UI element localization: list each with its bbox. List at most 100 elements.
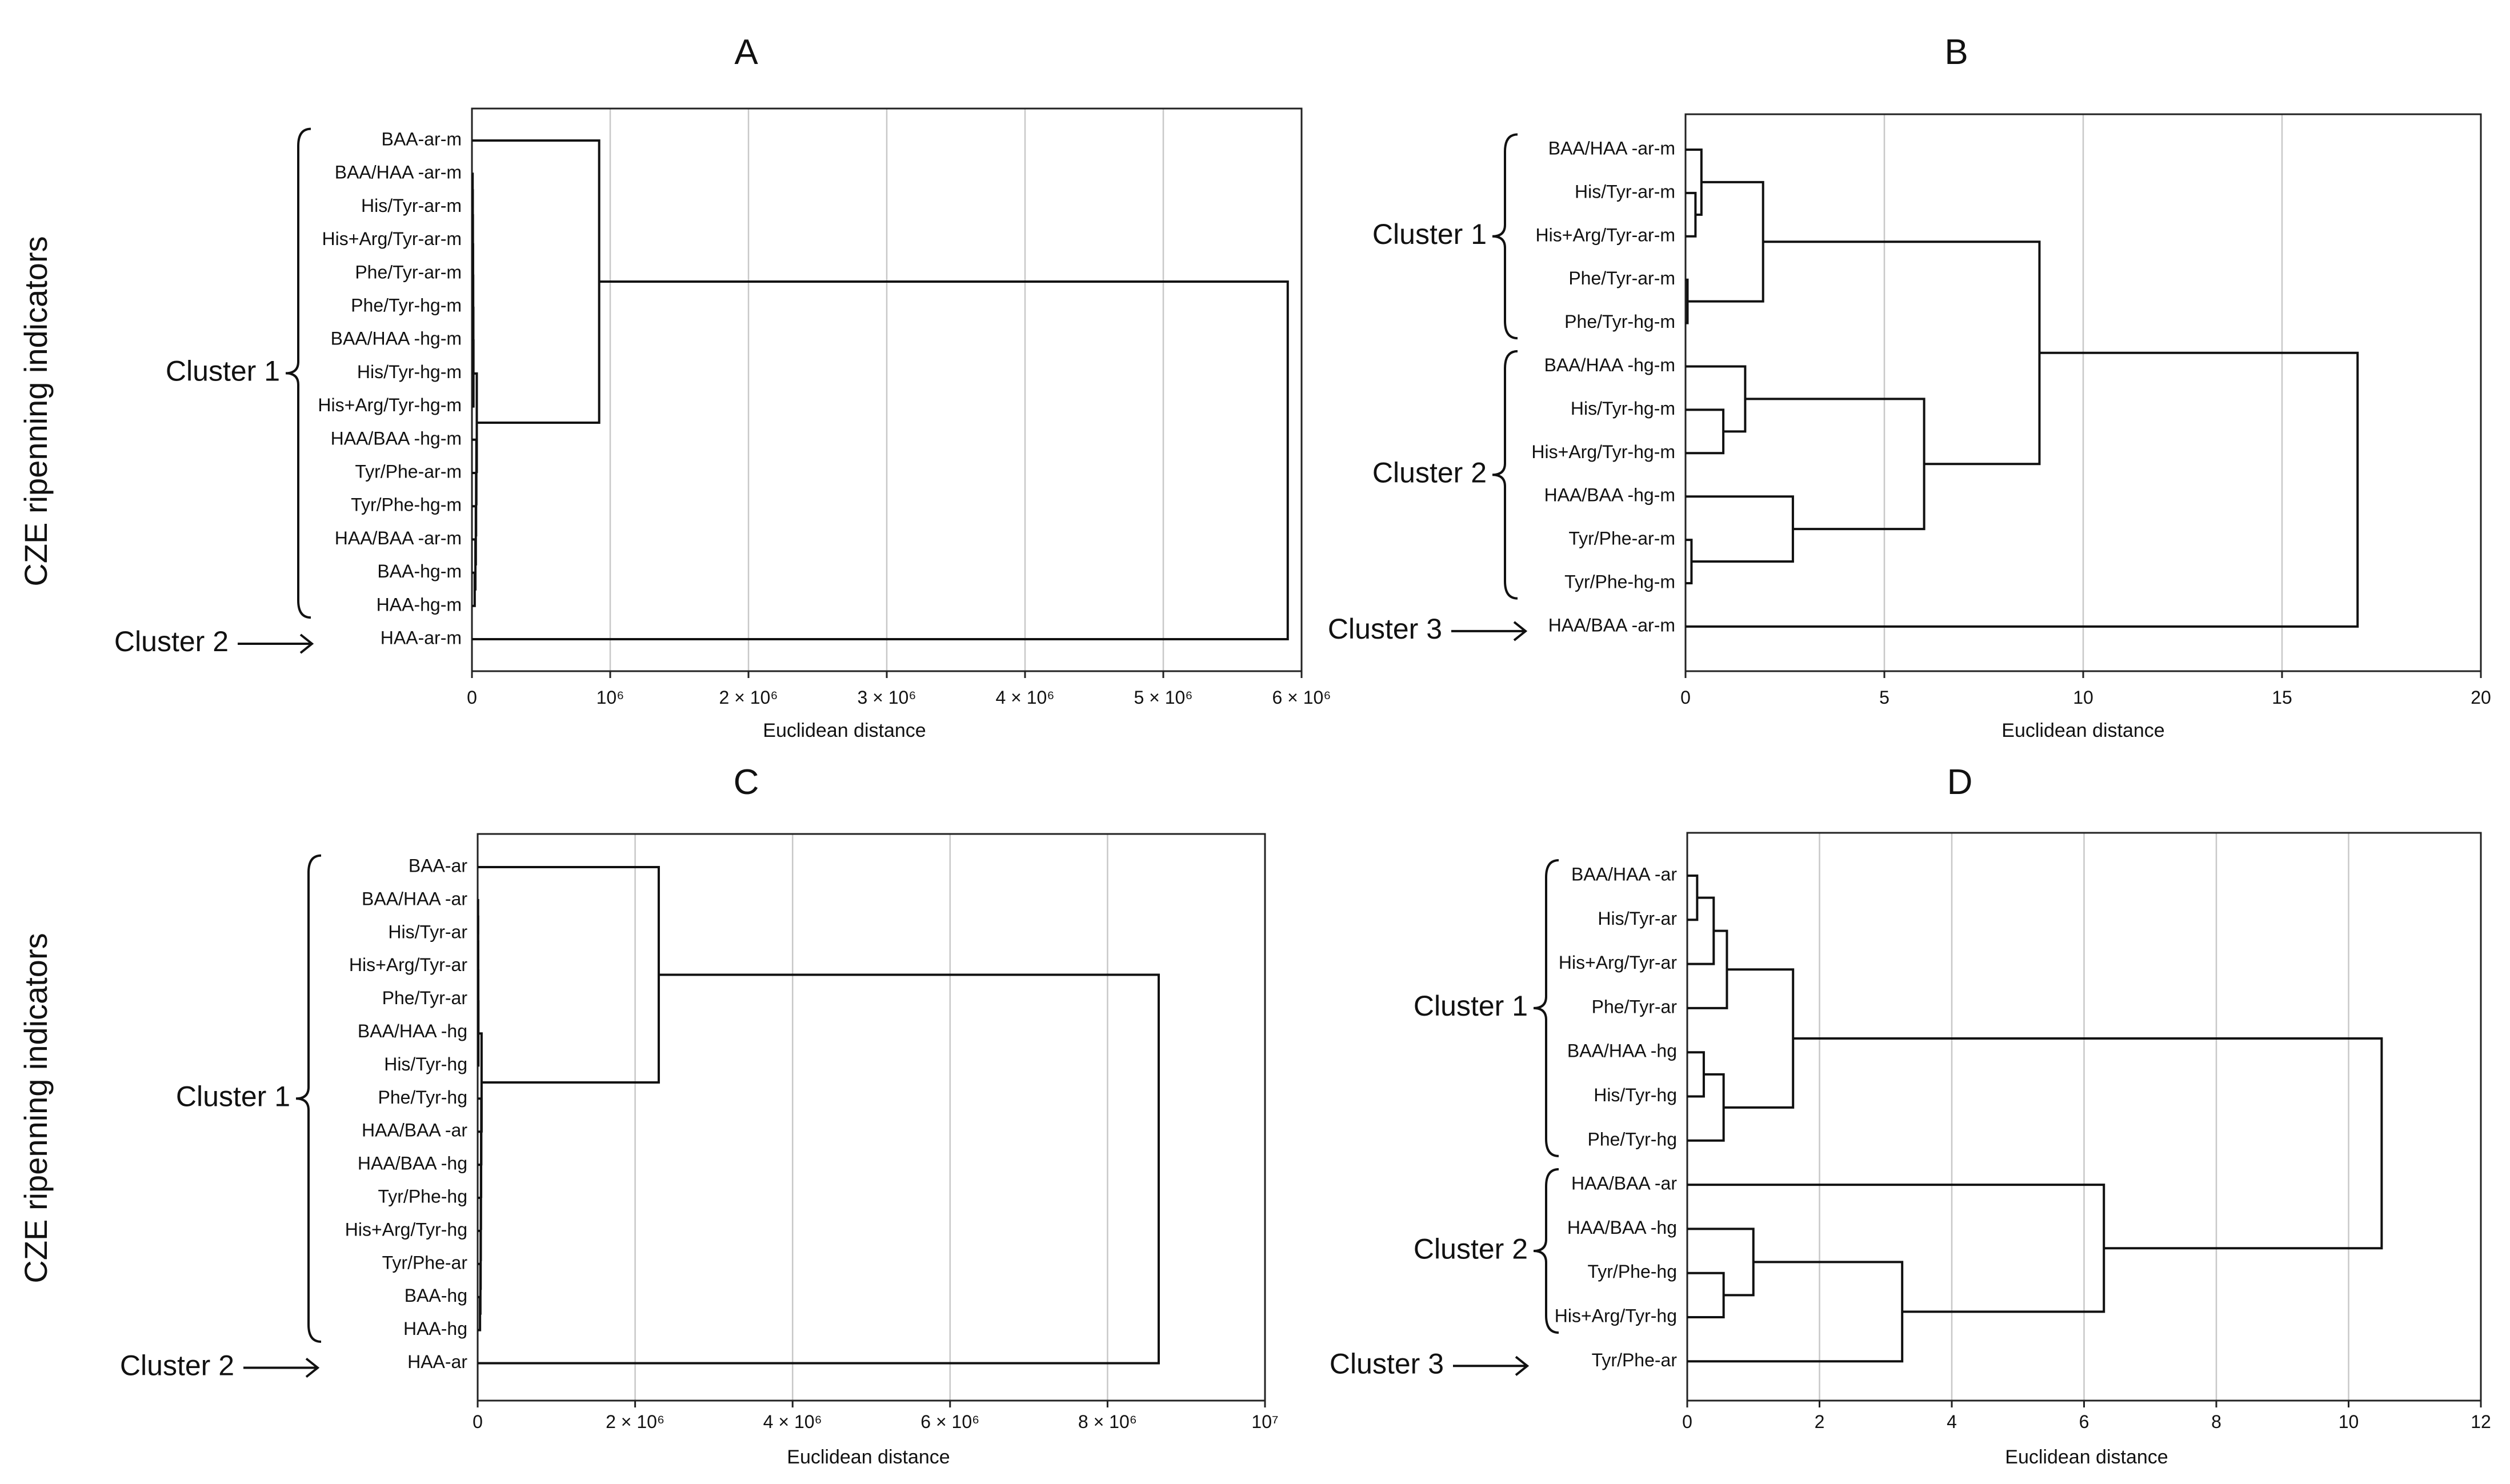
leaf-label-b-9: Tyr/Phe-ar-m xyxy=(1568,528,1675,549)
dendrogram-link-d-7 xyxy=(1723,968,1795,1109)
leaf-label-c-9: HAA/BAA -hg xyxy=(358,1153,467,1174)
x-tick-label-b-1: 5 xyxy=(1879,687,1889,708)
dendrogram-link-b-4 xyxy=(1686,408,1725,455)
leaf-label-a-13: BAA-hg-m xyxy=(377,561,462,581)
panel-c-plot: 0 2 × 10⁶ 4 × 10⁶ 6 × 10⁶ 8 × 10⁶ 10⁷ BAA-ar BA… xyxy=(120,833,1279,1432)
x-tick-label-d-2: 4 xyxy=(1947,1411,1957,1432)
panel-title-d: D xyxy=(1947,763,1973,802)
leaf-label-a-3: His+Arg/Tyr-ar-m xyxy=(322,228,462,249)
x-tick-label-a-6: 6 × 10⁶ xyxy=(1272,687,1331,708)
leaf-label-b-4: Phe/Tyr-hg-m xyxy=(1564,311,1675,332)
x-tick-label-b-2: 10 xyxy=(2073,687,2093,708)
cluster-label-b-0: Cluster 1 xyxy=(1372,218,1487,250)
leaf-label-b-3: Phe/Tyr-ar-m xyxy=(1568,268,1675,288)
leaf-label-b-2: His+Arg/Tyr-ar-m xyxy=(1536,224,1675,245)
dendrogram-link-b-2 xyxy=(1686,191,1697,238)
leaf-label-d-1: His/Tyr-ar xyxy=(1598,908,1677,929)
dendrogram-link-d-5 xyxy=(1687,929,1728,1009)
leaf-label-d-2: His+Arg/Tyr-ar xyxy=(1559,952,1677,973)
leaf-label-a-9: HAA/BAA -hg-m xyxy=(331,428,462,448)
leaf-label-a-10: Tyr/Phe-ar-m xyxy=(355,461,462,482)
leaf-label-a-4: Phe/Tyr-ar-m xyxy=(355,262,462,282)
leaf-label-a-14: HAA-hg-m xyxy=(377,594,462,615)
x-tick-label-b-4: 20 xyxy=(2471,687,2491,708)
x-tick-label-d-3: 6 xyxy=(2079,1411,2089,1432)
leaf-label-d-0: BAA/HAA -ar xyxy=(1571,864,1677,884)
cluster-label-d-0: Cluster 1 xyxy=(1414,990,1528,1022)
x-tick-label-a-3: 3 × 10⁶ xyxy=(857,687,916,708)
x-axis-label-d: Euclidean distance xyxy=(2005,1446,2168,1468)
dendrogram-link-d-2 xyxy=(1687,896,1715,965)
cluster-label-a-0: Cluster 1 xyxy=(166,355,280,387)
x-axis-label-a: Euclidean distance xyxy=(763,720,926,741)
dendrogram-link-b-9 xyxy=(1763,240,2041,466)
leaf-label-d-8: HAA/BAA -hg xyxy=(1567,1217,1677,1238)
side-label-bottom: CZE ripenning indicators xyxy=(18,933,54,1283)
leaf-label-c-0: BAA-ar xyxy=(409,855,467,876)
leaf-label-a-12: HAA/BAA -ar-m xyxy=(335,528,462,548)
leaf-label-a-11: Tyr/Phe-hg-m xyxy=(351,495,462,515)
panel-title-b: B xyxy=(1944,33,1968,72)
leaf-label-b-0: BAA/HAA -ar-m xyxy=(1548,138,1675,158)
leaf-label-c-4: Phe/Tyr-ar xyxy=(382,988,468,1008)
leaf-label-b-8: HAA/BAA -hg-m xyxy=(1544,485,1675,506)
cluster-arrow-d-2 xyxy=(1453,1355,1530,1376)
panel-d-plot: 0 2 4 6 8 10 12 BAA/HAA -ar His/Tyr-ar His+Arg/Ty… xyxy=(1330,832,2491,1432)
leaf-label-c-5: BAA/HAA -hg xyxy=(358,1021,467,1041)
x-tick-label-c-4: 8 × 10⁶ xyxy=(1078,1411,1137,1432)
leaf-label-b-6: His/Tyr-hg-m xyxy=(1571,398,1675,419)
dendrogram-link-d-9 xyxy=(1687,1184,2105,1313)
x-tick-label-b-0: 0 xyxy=(1680,687,1691,708)
dendrogram-link-b-5 xyxy=(1686,365,1747,433)
x-tick-label-c-0: 0 xyxy=(473,1411,483,1432)
leaf-label-d-10: His+Arg/Tyr-hg xyxy=(1555,1305,1677,1326)
panel-a: A 0 10⁶ 2 × 10⁶ 3 × 10⁶ 4 × 10⁶ 5 × 10⁶ 6 × 10… xyxy=(114,33,1331,741)
panel-a-plot: 0 10⁶ 2 × 10⁶ 3 × 10⁶ 4 × 10⁶ 5 × 10⁶ 6 × 10⁶ B… xyxy=(114,107,1331,708)
leaf-label-c-14: HAA-hg xyxy=(403,1318,467,1339)
leaf-label-d-11: Tyr/Phe-ar xyxy=(1592,1350,1678,1370)
x-tick-label-d-5: 10 xyxy=(2339,1411,2359,1432)
leaf-label-d-7: HAA/BAA -ar xyxy=(1571,1173,1677,1194)
x-axis-label-b: Euclidean distance xyxy=(2001,720,2164,741)
dendrogram-link-d-0 xyxy=(1687,875,1699,921)
leaf-label-c-8: HAA/BAA -ar xyxy=(362,1120,467,1141)
panel-c: C 0 2 × 10⁶ 4 × 10⁶ 6 × 10⁶ 8 × 10⁶ 10⁷ BAA-ar… xyxy=(120,763,1279,1468)
dendrogram-link-b-6 xyxy=(1687,181,1764,303)
x-tick-label-a-5: 5 × 10⁶ xyxy=(1134,687,1192,708)
x-tick-label-b-3: 15 xyxy=(2272,687,2292,708)
leaf-label-c-7: Phe/Tyr-hg xyxy=(378,1087,467,1108)
panel-d: D 0 2 4 6 8 10 12 BAA/HAA -ar His/Tyr-ar His+Arg/… xyxy=(1330,763,2491,1468)
x-tick-label-c-1: 2 × 10⁶ xyxy=(606,1411,664,1432)
leaf-label-c-1: BAA/HAA -ar xyxy=(362,888,467,909)
dendrogram-link-d-6 xyxy=(1687,1228,1755,1297)
dendrogram-link-d-10 xyxy=(1793,1037,2383,1250)
cluster-label-d-2: Cluster 3 xyxy=(1330,1348,1444,1380)
dendrogram-link-c-14 xyxy=(478,973,1160,1365)
cluster-brace-b-1 xyxy=(1492,350,1518,600)
dendrogram-link-b-10 xyxy=(1686,351,2359,628)
x-tick-label-a-2: 2 × 10⁶ xyxy=(719,687,778,708)
leaf-label-c-6: His/Tyr-hg xyxy=(384,1054,467,1074)
dendrogram-link-d-1 xyxy=(1687,1051,1705,1098)
dendrogram-link-b-7 xyxy=(1686,495,1794,563)
dendrogram-link-d-4 xyxy=(1687,1272,1725,1318)
leaf-label-c-2: His/Tyr-ar xyxy=(388,921,467,942)
leaf-label-c-15: HAA-ar xyxy=(407,1351,467,1372)
dendrogram-link-b-8 xyxy=(1745,398,1925,531)
side-label-top: CZE ripenning indicators xyxy=(18,236,54,586)
panel-b-plot: 0 5 10 15 20 BAA/HAA -ar-m His/Tyr-ar-m His+Arg… xyxy=(1328,113,2491,708)
cluster-arrow-a-1 xyxy=(238,633,314,654)
cluster-label-a-1: Cluster 2 xyxy=(114,625,229,657)
leaf-label-a-6: BAA/HAA -hg-m xyxy=(331,328,462,349)
leaf-label-b-7: His+Arg/Tyr-hg-m xyxy=(1531,442,1675,462)
cluster-brace-a-0 xyxy=(285,127,311,619)
leaf-label-c-3: His+Arg/Tyr-ar xyxy=(349,954,467,975)
x-tick-label-c-5: 10⁷ xyxy=(1251,1411,1278,1432)
cluster-brace-b-0 xyxy=(1492,133,1518,340)
x-tick-label-a-4: 4 × 10⁶ xyxy=(995,687,1054,708)
leaf-label-d-5: His/Tyr-hg xyxy=(1594,1085,1677,1105)
x-tick-label-d-6: 12 xyxy=(2471,1411,2491,1432)
x-tick-label-a-1: 10⁶ xyxy=(597,687,625,708)
dendrogram-link-a-14 xyxy=(472,280,1289,640)
